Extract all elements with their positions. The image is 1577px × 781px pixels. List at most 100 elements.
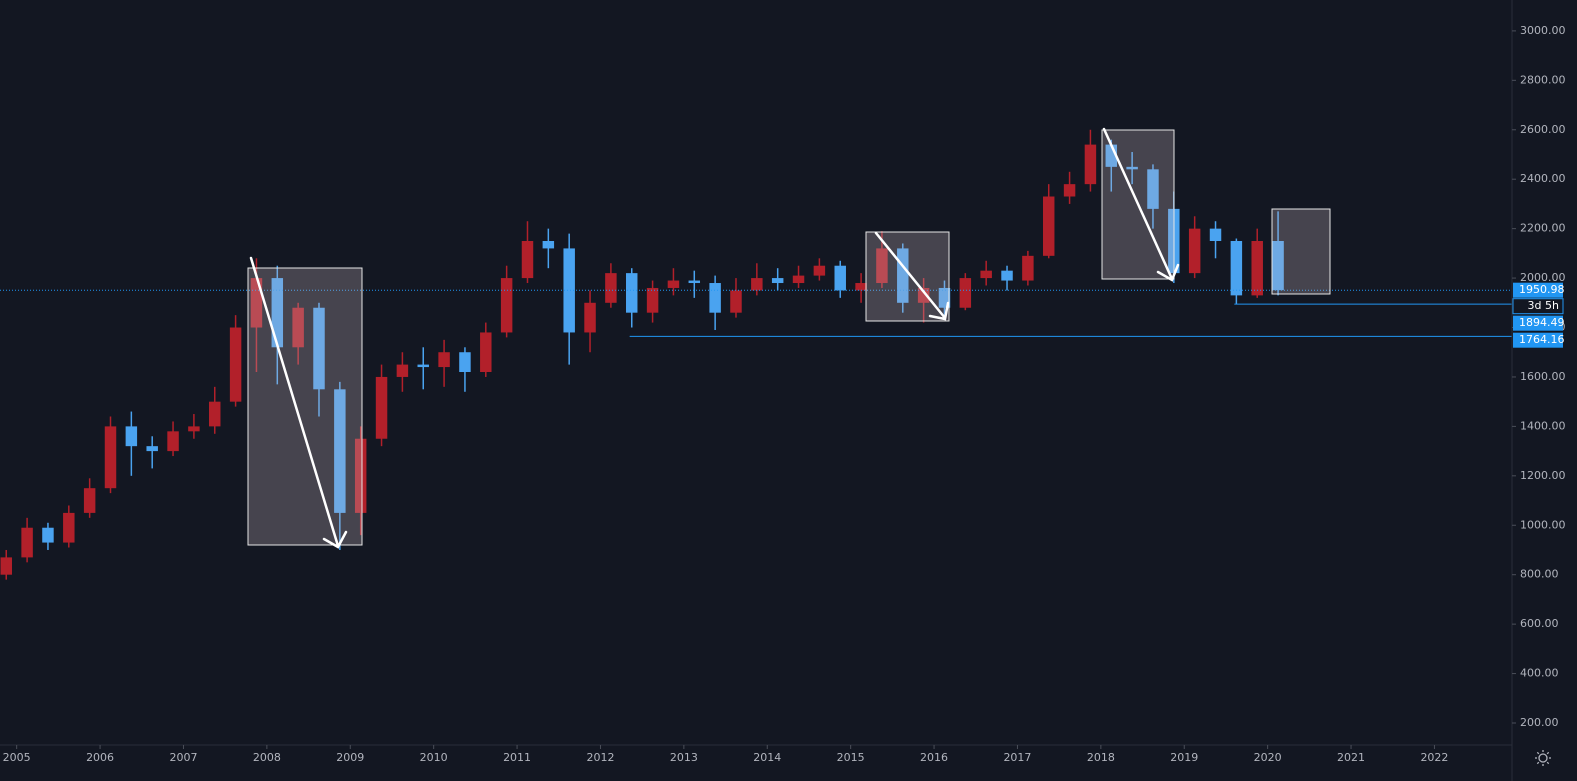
candle-body (1105, 144, 1118, 167)
drawing-arrows (249, 127, 1180, 549)
candle-body (897, 248, 909, 303)
candle-body (63, 512, 75, 543)
x-tick-label: 2013 (670, 751, 698, 764)
candle-body (21, 527, 33, 558)
y-tick-label: 1200.00 (1520, 469, 1566, 482)
candle-body (250, 278, 263, 328)
candle-body (417, 364, 429, 368)
candle-body (125, 426, 138, 447)
candle-body (1251, 241, 1263, 296)
candle-body (730, 290, 742, 313)
candle-body (1042, 196, 1055, 256)
candle-body (334, 389, 346, 513)
candle-body (1147, 169, 1159, 209)
price-label-bg (1513, 332, 1563, 348)
candle-body (709, 283, 721, 313)
candle-body (959, 278, 972, 308)
candle-body (0, 557, 12, 575)
y-tick-label: 1400.00 (1520, 419, 1566, 432)
candle-body (396, 364, 409, 377)
candle-body (500, 278, 513, 333)
candle-body (1209, 228, 1222, 242)
candle-body (688, 280, 701, 284)
settings-icon-center[interactable] (1538, 753, 1548, 763)
x-tick-label: 2020 (1254, 751, 1282, 764)
candle-body (209, 401, 221, 427)
y-tick-label: 2000.00 (1520, 271, 1566, 284)
y-tick-label: 1000.00 (1520, 518, 1566, 531)
candle-body (438, 352, 450, 368)
x-tick-label: 2012 (586, 751, 614, 764)
x-tick-label: 2007 (169, 751, 197, 764)
drawing-arrow (1102, 127, 1180, 282)
candle-body (146, 446, 158, 452)
candle-body (813, 265, 826, 276)
candle-body (188, 426, 200, 432)
candle-body (271, 278, 284, 348)
candle-body (751, 278, 763, 291)
candle-body (792, 275, 805, 284)
candle-body (834, 265, 846, 291)
candle-body (521, 241, 534, 279)
y-tick-label: 800.00 (1520, 568, 1559, 581)
candle-body (1001, 270, 1013, 281)
axes: 200.00 400.00 600.00 800.00 1000.00 1200.00 14… (3, 24, 1566, 764)
y-tick-label: 2600.00 (1520, 123, 1566, 136)
price-label-bg (1513, 282, 1563, 298)
candle-body (646, 287, 659, 313)
x-tick-label: 2019 (1170, 751, 1198, 764)
x-tick-label: 2016 (920, 751, 948, 764)
candle-body (1084, 144, 1097, 185)
y-tick-label: 200.00 (1520, 716, 1559, 729)
x-tick-label: 2021 (1337, 751, 1365, 764)
drawing-arrow (249, 256, 348, 549)
y-tick-label: 400.00 (1520, 667, 1559, 680)
candle-body (1188, 228, 1201, 274)
countdown-label: 3d 5h (1528, 299, 1559, 312)
x-tick-label: 2011 (503, 751, 531, 764)
y-tick-label: 2400.00 (1520, 172, 1566, 185)
candle-body (1063, 184, 1076, 197)
settings-icon-spokes[interactable] (1535, 750, 1551, 766)
candle-body (42, 527, 54, 543)
drawing-box (1271, 208, 1331, 295)
candle-body (480, 332, 492, 373)
drawing-box (247, 267, 363, 546)
y-tick-label: 600.00 (1520, 617, 1559, 630)
y-tick-label: 1600.00 (1520, 370, 1566, 383)
price-label: 1894.49 (1519, 316, 1565, 329)
x-tick-label: 2015 (837, 751, 865, 764)
candle-body (584, 302, 596, 333)
candle-body (980, 270, 992, 279)
candle-body (855, 283, 867, 291)
candle-body (292, 307, 304, 348)
settings-icon[interactable] (1535, 750, 1551, 766)
x-tick-label: 2014 (753, 751, 781, 764)
candle-body (229, 327, 242, 402)
candle-body (876, 248, 888, 284)
countdown-bg (1512, 298, 1564, 315)
y-tick-label: 3000.00 (1520, 24, 1566, 37)
candle-body (1022, 255, 1034, 281)
candle-body (771, 278, 784, 284)
x-tick-label: 2022 (1420, 751, 1448, 764)
x-tick-label: 2005 (3, 751, 31, 764)
x-tick-label: 2009 (336, 751, 364, 764)
x-tick-label: 2018 (1087, 751, 1115, 764)
x-tick-label: 2006 (86, 751, 114, 764)
candle-body (542, 241, 555, 249)
candle-body (104, 426, 117, 489)
y-tick-label: 2200.00 (1520, 222, 1566, 235)
candle-body (354, 438, 367, 513)
price-label: 1950.98 (1519, 283, 1565, 296)
candle-body (313, 307, 325, 390)
candle-body (1230, 241, 1243, 296)
x-tick-label: 2008 (253, 751, 281, 764)
candle-body (375, 376, 388, 439)
candle-body (563, 248, 575, 333)
candle-body (83, 488, 96, 513)
candle-body (605, 273, 617, 303)
